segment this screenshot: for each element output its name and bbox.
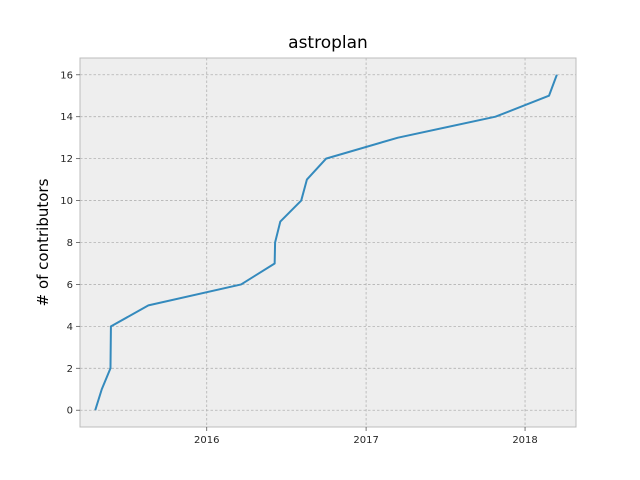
x-tick-label: 2018 [512, 435, 537, 446]
x-tick-label: 2016 [194, 435, 219, 446]
y-tick-label: 6 [67, 280, 73, 291]
y-tick-label: 2 [67, 364, 73, 375]
y-tick-label: 0 [67, 406, 73, 417]
axis-ticks: 2016 2017 2018 0 2 4 6 8 10 12 14 16 [60, 70, 538, 446]
chart-title: astroplan [288, 33, 368, 53]
contributors-line [94, 74, 558, 411]
grid-lines [80, 58, 576, 427]
y-tick-label: 8 [67, 238, 73, 249]
x-tick-label: 2017 [353, 435, 378, 446]
y-tick-label: 4 [67, 322, 73, 333]
y-tick-label: 16 [60, 70, 73, 81]
series-layer [94, 74, 558, 411]
y-tick-label: 12 [60, 154, 73, 165]
y-tick-label: 10 [60, 196, 73, 207]
y-axis-label: # of contributors [34, 178, 52, 306]
y-tick-label: 14 [60, 112, 73, 123]
